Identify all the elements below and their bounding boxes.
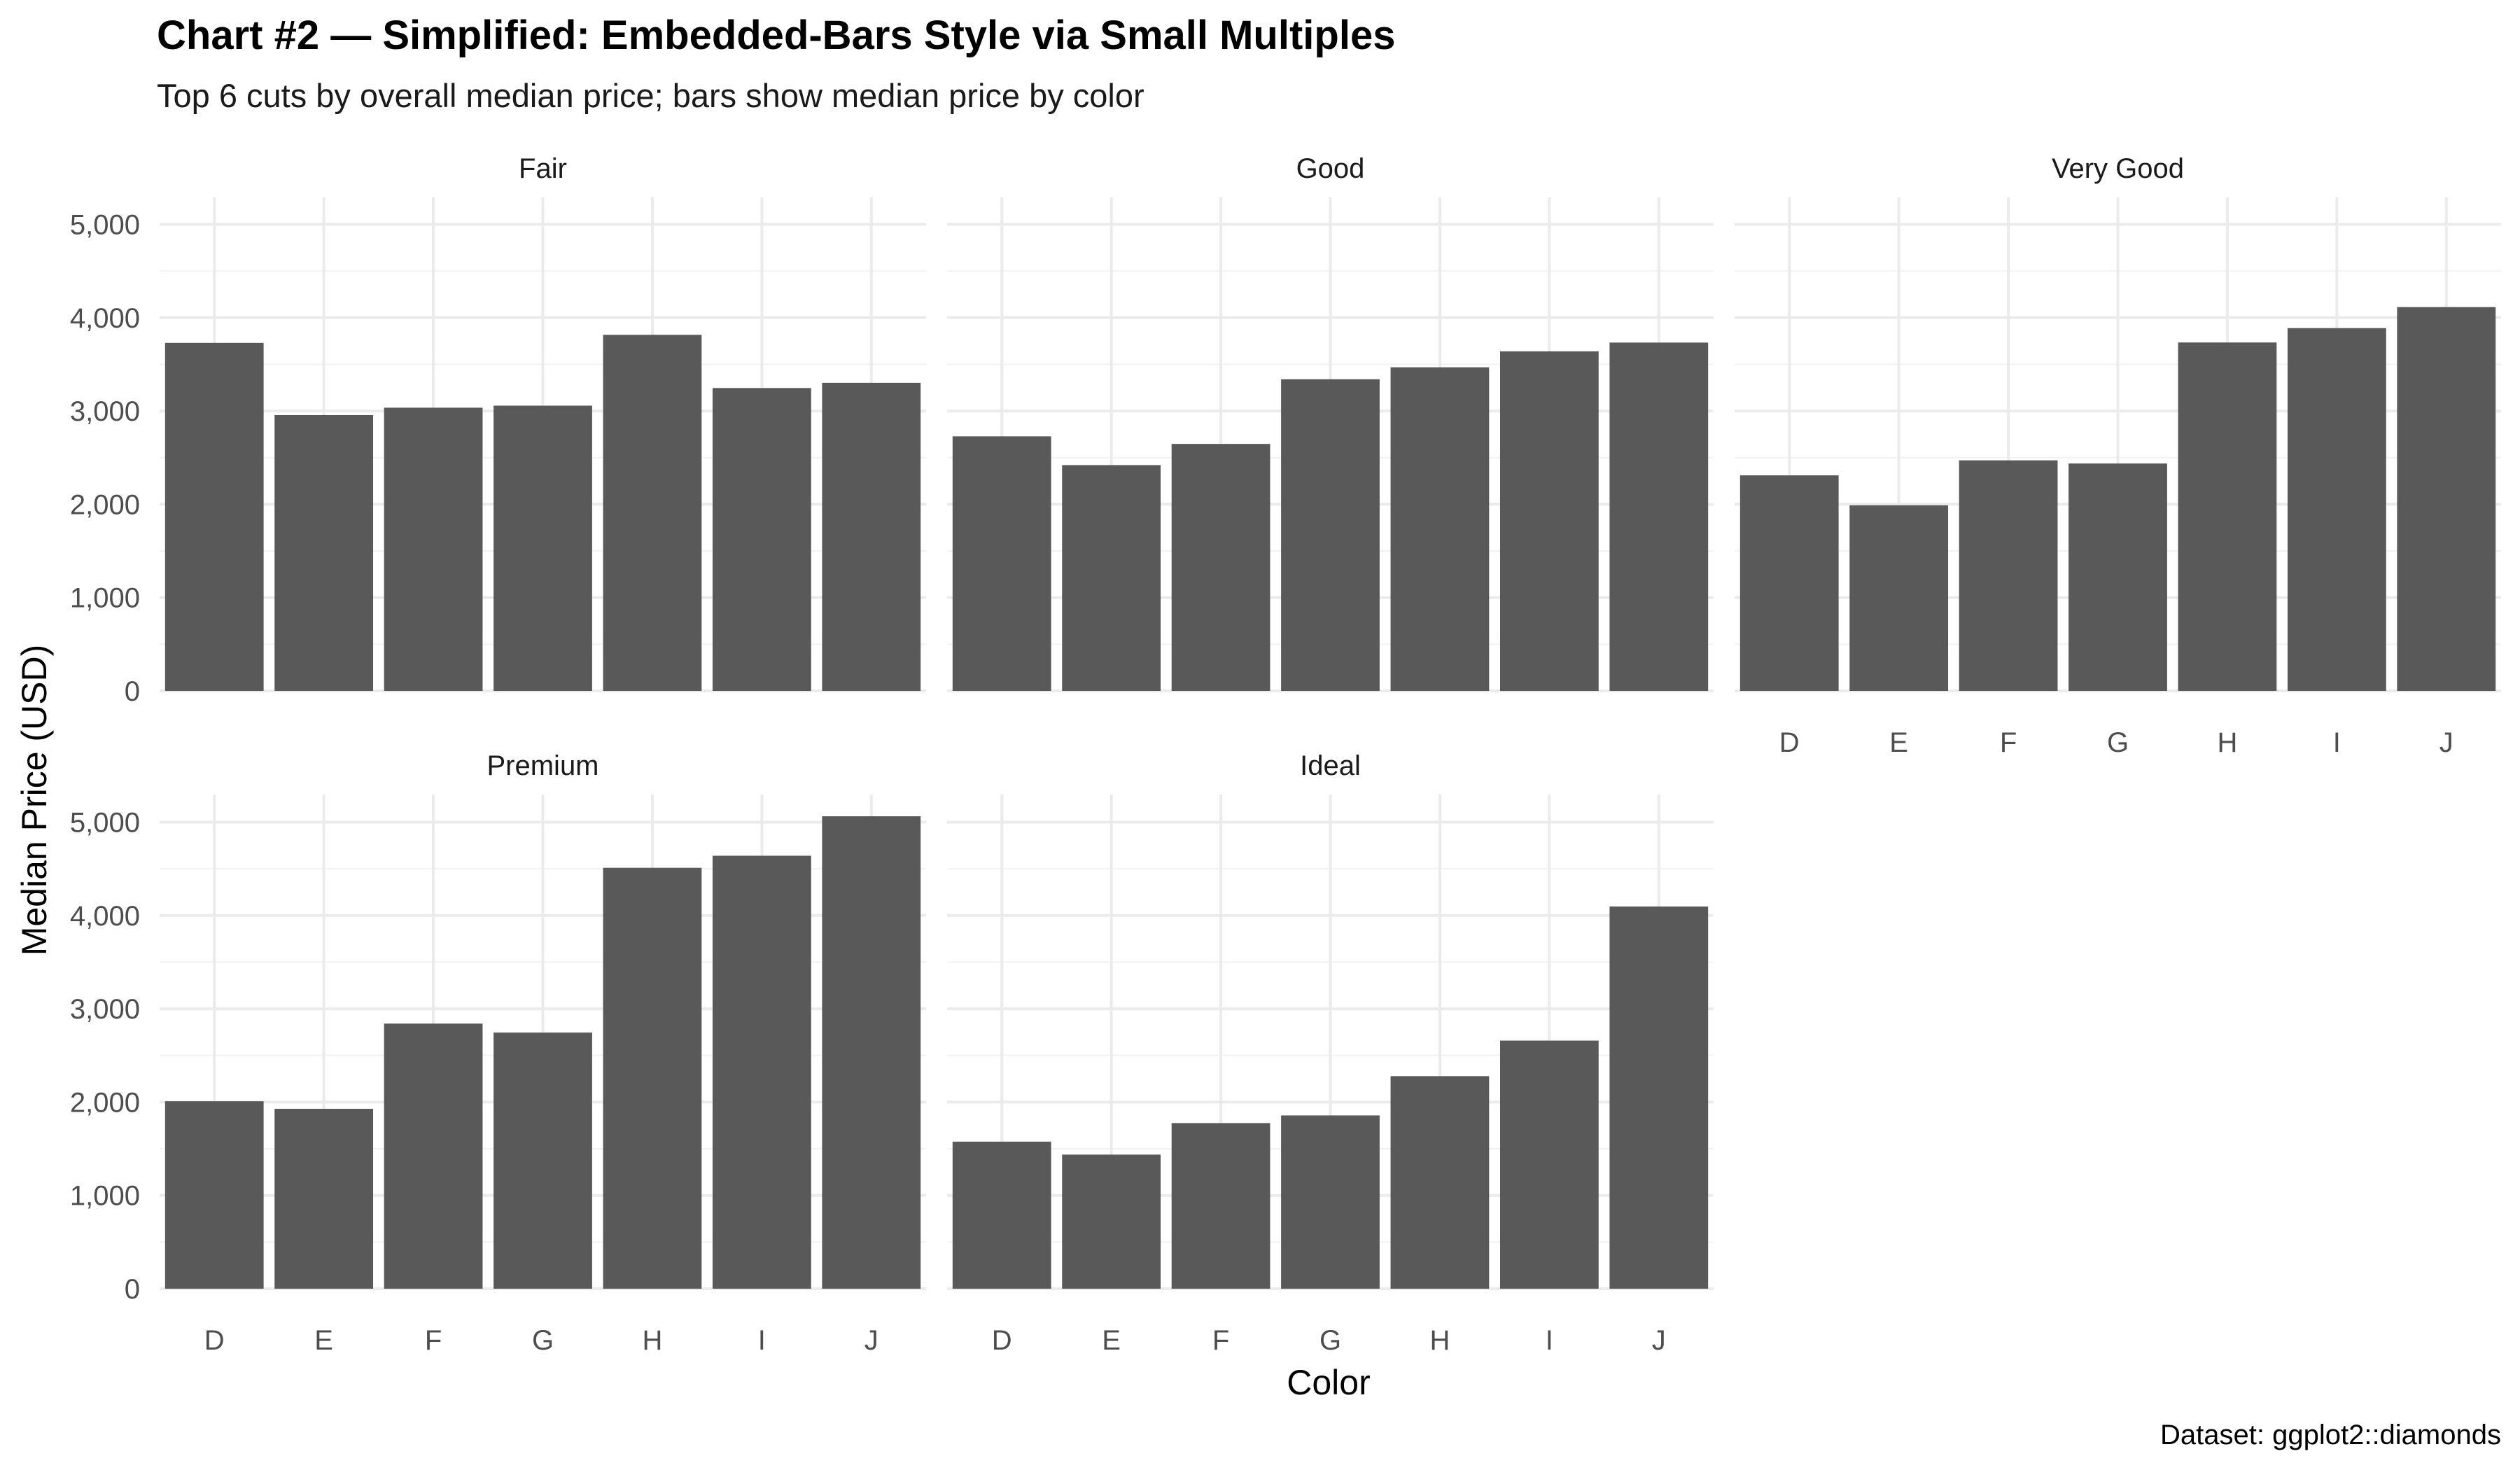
bar-ideal-i: [1499, 1040, 1599, 1289]
bar-good-g: [1281, 379, 1380, 691]
bar-premium-h: [603, 867, 702, 1289]
bar-very-good-j: [2397, 307, 2496, 692]
x-tick-label: H: [642, 1325, 662, 1356]
y-axis-label: Median Price (USD): [15, 645, 54, 956]
bar-good-h: [1390, 367, 1490, 691]
bar-very-good-d: [1740, 475, 1839, 691]
bar-fair-j: [822, 382, 921, 691]
bar-fair-g: [493, 405, 592, 691]
y-tick-label: 3,000: [70, 994, 140, 1025]
y-tick-label: 2,000: [70, 489, 140, 520]
x-tick-label: J: [864, 1325, 878, 1356]
y-tick-label: 2,000: [70, 1087, 140, 1118]
x-tick-label: D: [992, 1325, 1012, 1356]
bar-very-good-f: [1959, 460, 2058, 691]
facet-label: Good: [1296, 153, 1365, 184]
x-tick-label: I: [758, 1325, 766, 1356]
bar-premium-i: [712, 855, 811, 1289]
y-tick-label: 4,000: [70, 901, 140, 932]
bar-premium-d: [164, 1101, 264, 1289]
bar-good-j: [1609, 342, 1709, 691]
bar-good-i: [1499, 351, 1599, 691]
y-tick-label: 1,000: [70, 1181, 140, 1212]
bar-fair-e: [274, 414, 374, 691]
facet-panels: Fair 0 1,000 2,000 3,000 4,000 5,000 Good Very G…: [70, 153, 2501, 1356]
x-tick-label: D: [204, 1325, 225, 1356]
x-tick-label: E: [314, 1325, 333, 1356]
x-tick-label: I: [2333, 727, 2341, 758]
x-tick-label: E: [1102, 1325, 1121, 1356]
x-tick-label: I: [1546, 1325, 1553, 1356]
facet-panel: Very Good D E F G H I J: [1735, 153, 2501, 758]
facet-panel: Premium 0 1,000 2,000 3,000 4,000 5,000 D E F G H I J: [70, 750, 926, 1356]
y-tick-label: 4,000: [70, 303, 140, 334]
x-tick-label: F: [425, 1325, 442, 1356]
facet-label: Very Good: [2052, 153, 2184, 184]
bar-ideal-j: [1609, 906, 1709, 1289]
bar-ideal-e: [1062, 1154, 1161, 1289]
bar-very-good-g: [2068, 463, 2167, 691]
x-axis-label: Color: [1287, 1363, 1370, 1402]
chart-subtitle: Top 6 cuts by overall median price; bars…: [157, 77, 1144, 114]
bar-ideal-g: [1281, 1115, 1380, 1289]
bar-premium-e: [274, 1108, 374, 1289]
x-tick-label: G: [532, 1325, 554, 1356]
x-tick-label: F: [1212, 1325, 1229, 1356]
x-tick-label: H: [1429, 1325, 1450, 1356]
x-tick-label: F: [2000, 727, 2017, 758]
bar-very-good-h: [2178, 342, 2277, 691]
facet-panel: Ideal D E F G H I J: [947, 750, 1714, 1356]
x-tick-label: G: [2107, 727, 2129, 758]
y-tick-label: 1,000: [70, 583, 140, 614]
bar-ideal-f: [1171, 1123, 1270, 1289]
bar-good-d: [952, 436, 1051, 691]
y-tick-label: 0: [125, 1274, 140, 1305]
x-tick-label: D: [1779, 727, 1800, 758]
bar-ideal-d: [952, 1141, 1051, 1289]
bar-very-good-e: [1849, 505, 1949, 691]
bar-fair-d: [164, 342, 264, 691]
y-tick-label: 5,000: [70, 210, 140, 241]
y-tick-label: 3,000: [70, 396, 140, 427]
y-tick-label: 5,000: [70, 808, 140, 839]
bar-good-f: [1171, 444, 1270, 691]
x-tick-label: J: [2440, 727, 2454, 758]
bar-premium-g: [493, 1032, 592, 1289]
x-tick-label: J: [1652, 1325, 1666, 1356]
facet-panel: Good: [947, 153, 1714, 692]
bar-premium-f: [384, 1023, 483, 1289]
bar-ideal-h: [1390, 1076, 1490, 1289]
y-tick-label: 0: [125, 676, 140, 707]
bar-premium-j: [822, 816, 921, 1289]
facet-label: Premium: [486, 750, 598, 781]
bar-fair-i: [712, 388, 811, 691]
facet-panel: Fair 0 1,000 2,000 3,000 4,000 5,000: [70, 153, 926, 707]
x-tick-label: E: [1889, 727, 1908, 758]
bar-very-good-i: [2287, 328, 2386, 691]
bar-fair-f: [384, 407, 483, 691]
bar-fair-h: [603, 335, 702, 691]
x-tick-label: H: [2217, 727, 2237, 758]
facet-label: Fair: [519, 153, 567, 184]
facet-label: Ideal: [1300, 750, 1361, 781]
caption: Dataset: ggplot2::diamonds: [2160, 1420, 2501, 1450]
chart-title: Chart #2 — Simplified: Embedded-Bars Sty…: [157, 13, 1395, 58]
bar-good-e: [1062, 465, 1161, 691]
x-tick-label: G: [1320, 1325, 1341, 1356]
